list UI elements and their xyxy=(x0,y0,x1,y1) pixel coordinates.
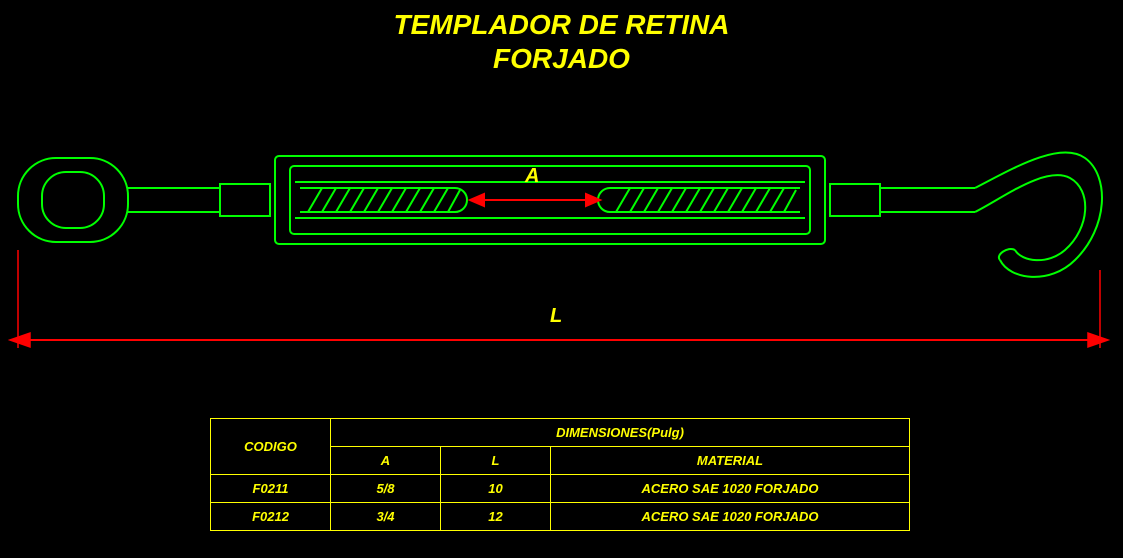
col-header-material: MATERIAL xyxy=(551,447,910,475)
dimensions-table: CODIGO DIMENSIONES(Pulg) A L MATERIAL F0… xyxy=(210,418,910,531)
dimension-a-label: A xyxy=(525,165,539,188)
cell-l: 10 xyxy=(441,475,551,503)
col-header-dimensiones: DIMENSIONES(Pulg) xyxy=(331,419,910,447)
col-header-a: A xyxy=(331,447,441,475)
table-row: F0212 3/4 12 ACERO SAE 1020 FORJADO xyxy=(211,503,910,531)
title-line-1: TEMPLADOR DE RETINA xyxy=(0,8,1123,42)
col-header-l: L xyxy=(441,447,551,475)
cell-a: 3/4 xyxy=(331,503,441,531)
cell-material: ACERO SAE 1020 FORJADO xyxy=(551,503,910,531)
dimension-l-label: L xyxy=(550,305,562,328)
cell-material: ACERO SAE 1020 FORJADO xyxy=(551,475,910,503)
cell-l: 12 xyxy=(441,503,551,531)
title-line-2: FORJADO xyxy=(0,42,1123,76)
col-header-codigo: CODIGO xyxy=(211,419,331,475)
turnbuckle-drawing: A L xyxy=(0,110,1123,370)
page-title: TEMPLADOR DE RETINA FORJADO xyxy=(0,0,1123,75)
cell-codigo: F0211 xyxy=(211,475,331,503)
table-row: F0211 5/8 10 ACERO SAE 1020 FORJADO xyxy=(211,475,910,503)
cell-a: 5/8 xyxy=(331,475,441,503)
cell-codigo: F0212 xyxy=(211,503,331,531)
